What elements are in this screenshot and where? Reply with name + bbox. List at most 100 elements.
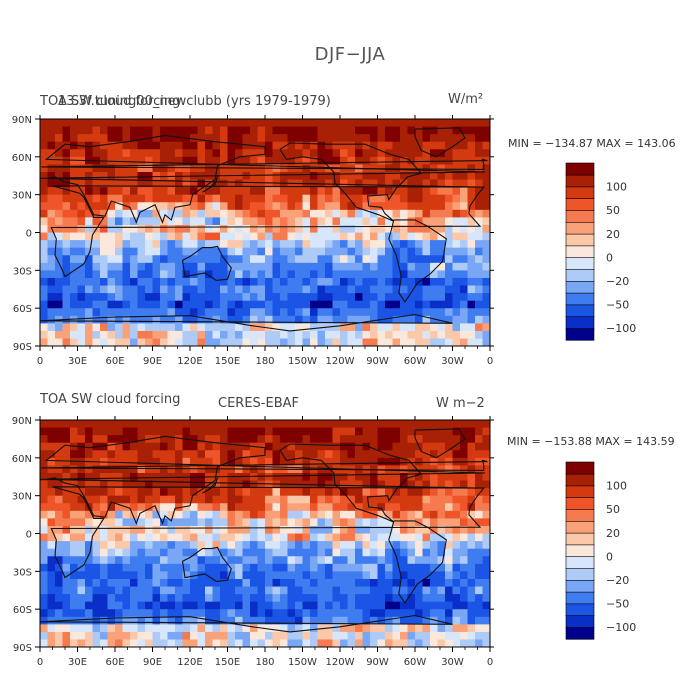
coastline-5 <box>388 219 447 303</box>
y-tick-label: 30N <box>12 191 32 202</box>
colorbar-swatch <box>565 304 595 318</box>
coastline-6 <box>40 614 453 633</box>
colorbar-swatch <box>565 461 595 475</box>
x-tick-label: 0 <box>487 356 493 367</box>
field-shading <box>40 420 490 647</box>
y-tick-label: 60N <box>12 454 32 465</box>
y-tick-label: 30S <box>13 567 32 578</box>
coastline-2 <box>181 245 232 281</box>
colorbar-label: 50 <box>606 503 620 516</box>
y-tick-label: 90S <box>13 342 32 353</box>
colorbar-label: 0 <box>606 550 613 563</box>
coastline-5 <box>388 520 447 604</box>
panel1-units: W/m² <box>448 92 484 107</box>
colorbar-label: −50 <box>606 299 629 312</box>
colorbar-swatch <box>565 198 595 211</box>
map-panel-2: 0 30E 60E 90E 120E 150E 180 150W 120W 90W 60W 30W 09… <box>12 416 494 668</box>
x-tick-label: 90E <box>143 657 162 668</box>
x-tick-label: 120W <box>326 657 355 668</box>
x-tick-label: 180 <box>255 356 274 367</box>
y-tick-label: 90S <box>13 643 32 654</box>
panel2-units: W m−2 <box>436 396 485 411</box>
x-tick-label: 180 <box>255 657 274 668</box>
panel1-title-overlap: 13.3f.tuning00_newclubb (yrs 1979-1979) <box>58 94 331 109</box>
coastline-1 <box>40 134 486 224</box>
x-tick-label: 120W <box>326 356 355 367</box>
colorbar-label: 20 <box>606 228 620 241</box>
coastline-8 <box>41 459 488 471</box>
colorbar-swatch <box>565 544 595 557</box>
map-panel-1: 0 30E 60E 90E 120E 150E 180 150W 120W 90W 60W 30W 09… <box>12 115 494 367</box>
colorbar-label: −50 <box>606 598 629 611</box>
y-tick-label: 60N <box>12 153 32 164</box>
colorbar-swatch <box>565 162 595 176</box>
x-tick-label: 90W <box>366 657 389 668</box>
panel2-stats: MIN = −153.88 MAX = 143.59 <box>507 435 675 448</box>
colorbar-swatch <box>565 473 595 487</box>
y-tick-label: 90N <box>12 115 32 126</box>
coastline-7 <box>202 175 219 193</box>
coastline-2 <box>181 546 232 582</box>
x-tick-label: 120E <box>177 657 202 668</box>
y-tick-label: 60S <box>13 605 32 616</box>
colorbar-swatch <box>565 520 595 534</box>
y-tick-label: 60S <box>13 304 32 315</box>
x-tick-label: 60W <box>404 657 427 668</box>
colorbar-swatch <box>565 221 595 235</box>
colorbar-label: −20 <box>606 574 629 587</box>
y-tick-label: 30S <box>13 266 32 277</box>
x-tick-label: 60W <box>404 356 427 367</box>
colorbar-swatch <box>565 626 595 640</box>
colorbar-2: 100 50 20 0 −20 −50 −100 <box>565 461 636 640</box>
colorbar-swatch <box>565 257 595 270</box>
colorbar-swatch <box>565 485 595 499</box>
colorbar-swatch <box>565 532 595 546</box>
colorbar-swatch <box>565 316 595 329</box>
x-tick-label: 60E <box>105 356 124 367</box>
coastline-8 <box>41 158 488 170</box>
colorbar-label: 50 <box>606 204 620 217</box>
panel2-title-left: TOA SW cloud forcing <box>40 392 181 407</box>
coastline-3 <box>279 142 423 222</box>
colorbar-swatch <box>565 268 595 282</box>
x-tick-label: 30E <box>68 657 87 668</box>
y-tick-label: 0 <box>26 530 32 541</box>
x-tick-label: 0 <box>487 657 493 668</box>
colorbar-swatch <box>565 209 595 223</box>
coastline-4 <box>414 127 466 158</box>
coastline-0 <box>50 486 485 579</box>
x-tick-label: 120E <box>177 356 202 367</box>
y-tick-label: 90N <box>12 416 32 427</box>
colorbar-swatch <box>565 174 595 188</box>
coastline-7 <box>202 476 219 494</box>
colorbar-swatch <box>565 591 595 605</box>
colorbar-swatch <box>565 292 595 306</box>
colorbar-swatch <box>565 497 595 510</box>
x-tick-label: 30W <box>441 356 464 367</box>
x-tick-label: 150W <box>288 356 317 367</box>
colorbar-swatch <box>565 186 595 200</box>
x-tick-label: 30W <box>441 657 464 668</box>
x-tick-label: 90W <box>366 356 389 367</box>
colorbar-label: 0 <box>606 251 613 264</box>
colorbar-swatch <box>565 615 595 628</box>
x-tick-label: 60E <box>105 657 124 668</box>
coastline-3 <box>279 443 423 523</box>
panel1-title-left: TOA SW cloud forcing <box>40 94 181 109</box>
colorbar-label: −100 <box>606 322 636 335</box>
x-tick-label: 0 <box>37 657 43 668</box>
colorbar-swatch <box>565 567 595 581</box>
x-tick-label: 150E <box>215 657 240 668</box>
panel1-stats: MIN = −134.87 MAX = 143.06 <box>508 137 676 150</box>
coastline-0 <box>50 185 485 278</box>
colorbar-label: −100 <box>606 621 636 634</box>
colorbar-label: 20 <box>606 527 620 540</box>
colorbar-1: 100 50 20 0 −20 −50 −100 <box>565 162 636 341</box>
panel2-title-center: CERES-EBAF <box>218 396 299 411</box>
colorbar-label: 100 <box>606 181 627 194</box>
coastline-4 <box>414 428 466 459</box>
colorbar-swatch <box>565 233 595 247</box>
y-tick-label: 0 <box>26 229 32 240</box>
colorbar-label: −20 <box>606 275 629 288</box>
